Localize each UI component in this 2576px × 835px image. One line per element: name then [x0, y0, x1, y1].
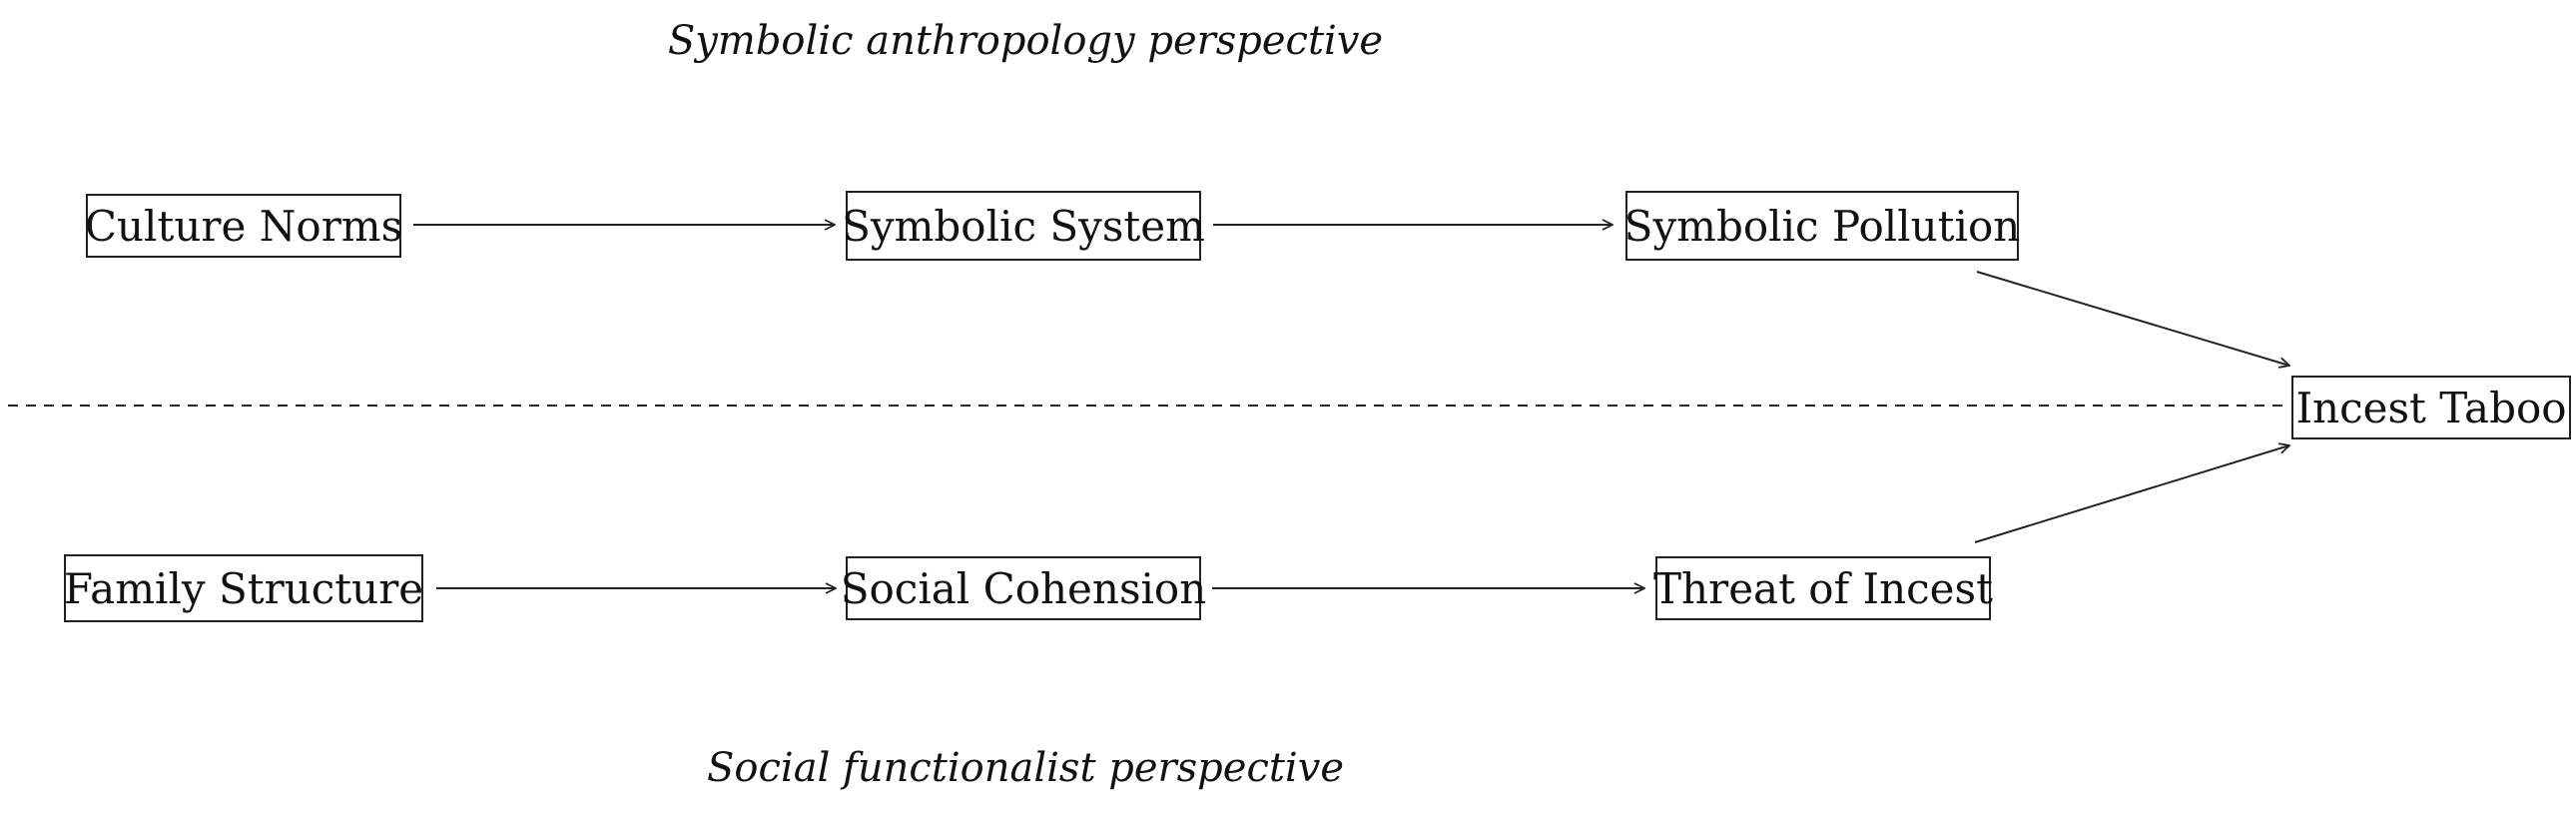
node-symbolic-pollution: Symbolic Pollution [1624, 191, 2020, 261]
node-culture-norms: Culture Norms [85, 194, 402, 258]
node-symbolic-system: Symbolic System [842, 191, 1205, 261]
node-family-structure: Family Structure [64, 554, 423, 622]
social-functionalist-perspective-label: Social functionalist perspective [707, 745, 1344, 791]
node-social-cohension: Social Cohension [841, 556, 1206, 620]
edge-threat-of-incest-to-incest-taboo [1974, 445, 2289, 543]
node-incest-taboo: Incest Taboo [2291, 376, 2571, 439]
node-threat-of-incest: Threat of Incest [1653, 556, 1993, 620]
symbolic-anthropology-perspective-label: Symbolic anthropology perspective [667, 18, 1384, 64]
edge-symbolic-pollution-to-incest-taboo [1976, 271, 2289, 366]
